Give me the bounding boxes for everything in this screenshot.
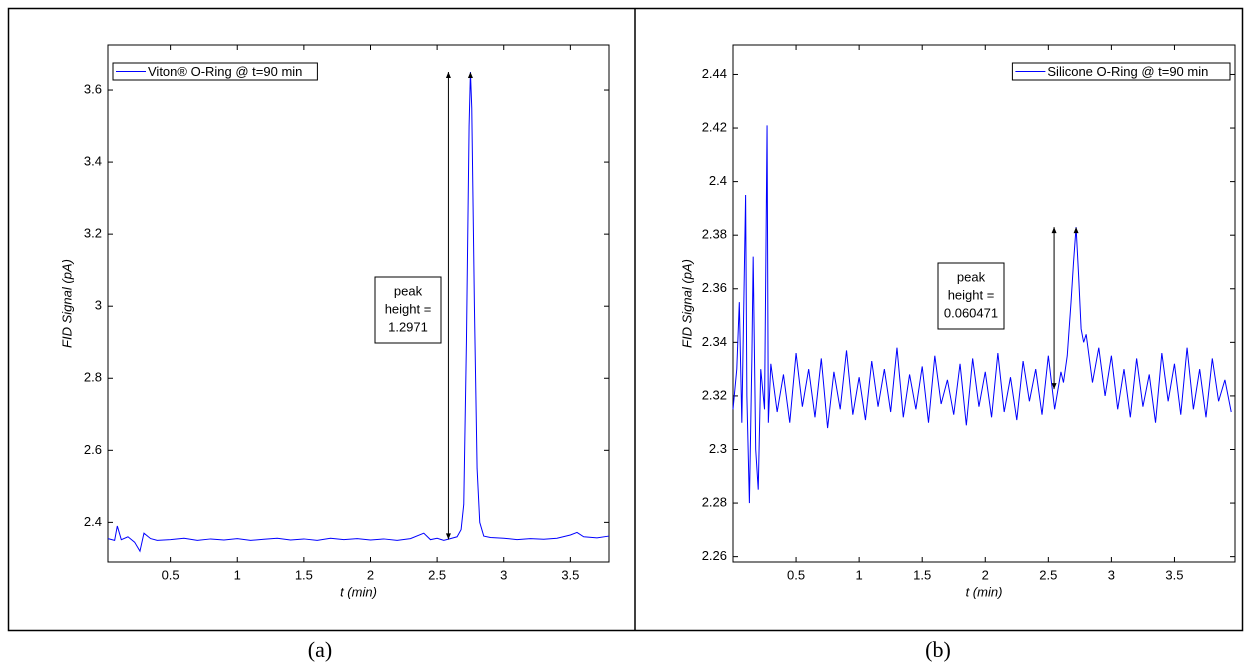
y-tick-label: 2.26 <box>702 548 727 563</box>
legend: Silicone O-Ring @ t=90 min <box>1011 62 1231 81</box>
line <box>732 125 1232 504</box>
y-tick-label: 2.3 <box>709 441 727 456</box>
x-tick-label: 0.5 <box>787 567 805 582</box>
y-tick-label: 2.4 <box>84 514 102 529</box>
y-axis-label: FID Signal (pA) <box>59 259 74 348</box>
y-tick-label: 2.34 <box>702 334 727 349</box>
arrow-head <box>1051 227 1057 234</box>
legend-box <box>1011 62 1231 81</box>
y-tick-label: 3.2 <box>84 226 102 241</box>
x-tick-label: 3.5 <box>561 567 579 582</box>
arrow-head <box>445 533 451 540</box>
annotation-text: height = <box>385 301 432 316</box>
legend-label: Silicone O-Ring @ t=90 min <box>1047 64 1208 79</box>
x-tick-label: 1.5 <box>295 567 313 582</box>
y-tick-label: 2.8 <box>84 370 102 385</box>
legend-label: Viton® O-Ring @ t=90 min <box>148 64 302 79</box>
annotation-box <box>937 262 1005 330</box>
y-tick-label: 3.6 <box>84 81 102 96</box>
plot-area <box>107 44 610 563</box>
arrow-head <box>445 72 451 79</box>
y-tick-label: 2.38 <box>702 227 727 242</box>
annotation-text: peak <box>957 269 986 284</box>
y-axis-label: FID Signal (pA) <box>679 259 694 348</box>
legend-box <box>112 62 318 81</box>
y-tick-label: 2.44 <box>702 66 727 81</box>
x-axis-label: t (min) <box>966 584 1003 599</box>
x-tick-label: 2 <box>982 567 989 582</box>
annotation-text: height = <box>948 287 995 302</box>
annotation-value: 0.060471 <box>944 305 998 320</box>
x-tick-label: 2.5 <box>428 567 446 582</box>
x-axis-label: t (min) <box>340 584 377 599</box>
annotation-value: 1.2971 <box>388 319 428 334</box>
x-tick-label: 3 <box>1108 567 1115 582</box>
x-tick-label: 0.5 <box>162 567 180 582</box>
x-tick-label: 2.5 <box>1039 567 1057 582</box>
y-tick-label: 2.32 <box>702 387 727 402</box>
x-tick-label: 1.5 <box>913 567 931 582</box>
y-tick-label: 2.28 <box>702 495 727 510</box>
x-tick-label: 1 <box>856 567 863 582</box>
line <box>107 72 610 553</box>
y-tick-label: 3 <box>95 298 102 313</box>
annotation-box <box>374 276 442 344</box>
x-tick-label: 1 <box>234 567 241 582</box>
y-tick-label: 2.36 <box>702 280 727 295</box>
x-tick-label: 2 <box>367 567 374 582</box>
y-tick-label: 2.42 <box>702 119 727 134</box>
y-tick-label: 2.6 <box>84 442 102 457</box>
legend: Viton® O-Ring @ t=90 min <box>112 62 318 81</box>
annotation-text: peak <box>394 283 423 298</box>
arrow-head <box>1073 227 1079 234</box>
frame <box>7 7 1244 632</box>
x-tick-label: 3.5 <box>1165 567 1183 582</box>
caption: (b) <box>925 637 951 662</box>
y-tick-label: 3.4 <box>84 154 102 169</box>
x-tick-label: 3 <box>500 567 507 582</box>
y-tick-label: 2.4 <box>709 173 727 188</box>
caption: (a) <box>308 637 332 662</box>
arrow-head <box>467 72 473 79</box>
arrow-head <box>1051 383 1057 390</box>
